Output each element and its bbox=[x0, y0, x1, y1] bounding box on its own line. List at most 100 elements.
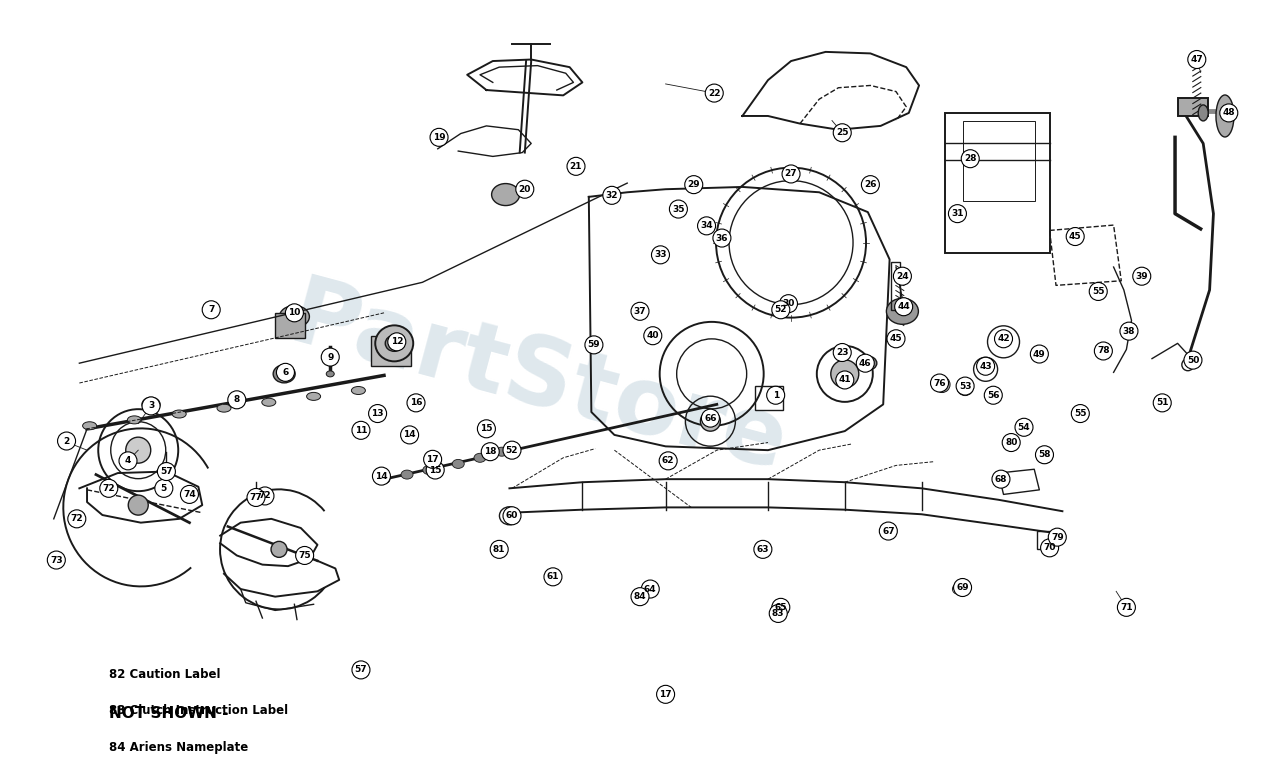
Text: 43: 43 bbox=[979, 362, 992, 371]
Text: 11: 11 bbox=[355, 426, 367, 435]
Text: 20: 20 bbox=[518, 185, 531, 194]
Text: 8: 8 bbox=[234, 395, 239, 404]
Circle shape bbox=[957, 380, 973, 395]
Ellipse shape bbox=[452, 459, 465, 468]
Circle shape bbox=[296, 546, 314, 565]
Circle shape bbox=[1153, 394, 1171, 412]
Ellipse shape bbox=[352, 387, 365, 394]
Circle shape bbox=[1094, 342, 1112, 360]
Circle shape bbox=[931, 374, 948, 392]
Text: 14: 14 bbox=[403, 430, 416, 439]
Text: 41: 41 bbox=[838, 375, 851, 385]
Circle shape bbox=[388, 333, 406, 351]
Text: 27: 27 bbox=[785, 169, 797, 179]
Text: 52: 52 bbox=[774, 305, 787, 314]
Circle shape bbox=[100, 479, 118, 497]
Circle shape bbox=[58, 432, 76, 450]
Bar bbox=[1178, 98, 1207, 116]
Ellipse shape bbox=[474, 453, 486, 462]
Circle shape bbox=[285, 304, 303, 322]
Circle shape bbox=[1119, 604, 1129, 614]
Text: 22: 22 bbox=[708, 89, 721, 98]
Text: 67: 67 bbox=[882, 526, 895, 536]
Circle shape bbox=[276, 363, 294, 382]
Circle shape bbox=[352, 421, 370, 439]
Bar bbox=[755, 386, 783, 410]
Circle shape bbox=[657, 685, 675, 703]
Circle shape bbox=[369, 404, 387, 423]
Text: 18: 18 bbox=[484, 447, 497, 456]
Circle shape bbox=[1188, 50, 1206, 69]
Circle shape bbox=[754, 540, 772, 559]
Text: 57: 57 bbox=[160, 467, 173, 476]
Circle shape bbox=[767, 386, 785, 404]
Text: 72: 72 bbox=[70, 514, 83, 523]
Circle shape bbox=[977, 357, 995, 375]
Text: 64: 64 bbox=[644, 584, 657, 594]
Circle shape bbox=[1071, 404, 1089, 423]
Circle shape bbox=[1066, 227, 1084, 246]
Circle shape bbox=[228, 391, 246, 409]
Circle shape bbox=[831, 360, 859, 388]
Text: 35: 35 bbox=[672, 204, 685, 214]
Text: 72: 72 bbox=[259, 491, 271, 501]
Circle shape bbox=[430, 128, 448, 146]
Text: 79: 79 bbox=[1051, 533, 1064, 542]
Text: 36: 36 bbox=[716, 233, 728, 243]
Text: 54: 54 bbox=[1018, 423, 1030, 432]
Text: 42: 42 bbox=[997, 334, 1010, 343]
Circle shape bbox=[1036, 446, 1053, 464]
Text: 15: 15 bbox=[480, 424, 493, 433]
Circle shape bbox=[1117, 598, 1135, 617]
Text: 83 Clutch Instruction Label: 83 Clutch Instruction Label bbox=[109, 704, 288, 717]
Ellipse shape bbox=[495, 447, 508, 456]
Ellipse shape bbox=[378, 475, 390, 484]
Circle shape bbox=[157, 462, 175, 481]
Circle shape bbox=[1002, 433, 1020, 452]
Circle shape bbox=[984, 386, 1002, 404]
Text: 58: 58 bbox=[1038, 450, 1051, 459]
Circle shape bbox=[603, 186, 621, 204]
Ellipse shape bbox=[307, 392, 320, 401]
Circle shape bbox=[954, 578, 972, 597]
Circle shape bbox=[503, 441, 521, 459]
Text: 75: 75 bbox=[298, 551, 311, 560]
Circle shape bbox=[128, 495, 148, 515]
Text: 17: 17 bbox=[426, 455, 439, 464]
Text: NOT SHOWN -: NOT SHOWN - bbox=[109, 706, 228, 721]
Circle shape bbox=[996, 475, 1006, 486]
Circle shape bbox=[1044, 542, 1055, 553]
Circle shape bbox=[352, 661, 370, 679]
Circle shape bbox=[659, 452, 677, 470]
Text: 38: 38 bbox=[1123, 327, 1135, 336]
Text: 28: 28 bbox=[964, 154, 977, 163]
Circle shape bbox=[713, 229, 731, 247]
Circle shape bbox=[424, 450, 442, 468]
Circle shape bbox=[1133, 267, 1151, 285]
Circle shape bbox=[202, 301, 220, 319]
Circle shape bbox=[142, 397, 160, 415]
Circle shape bbox=[477, 420, 495, 438]
Text: 37: 37 bbox=[634, 307, 646, 316]
Circle shape bbox=[836, 371, 854, 389]
Circle shape bbox=[701, 409, 719, 427]
Circle shape bbox=[1220, 104, 1238, 122]
Text: 77: 77 bbox=[250, 493, 262, 502]
Text: 84: 84 bbox=[634, 592, 646, 601]
Text: 81: 81 bbox=[493, 545, 506, 554]
Circle shape bbox=[544, 568, 562, 586]
Text: 3: 3 bbox=[148, 401, 154, 410]
Text: 51: 51 bbox=[1156, 398, 1169, 407]
Circle shape bbox=[585, 336, 603, 354]
Text: 13: 13 bbox=[371, 409, 384, 418]
Ellipse shape bbox=[492, 184, 520, 205]
Ellipse shape bbox=[1005, 438, 1018, 450]
Circle shape bbox=[271, 542, 287, 557]
Ellipse shape bbox=[859, 356, 877, 370]
Circle shape bbox=[567, 157, 585, 175]
Circle shape bbox=[1184, 351, 1202, 369]
Text: 39: 39 bbox=[1135, 272, 1148, 281]
Text: 44: 44 bbox=[897, 302, 910, 311]
Bar bbox=[1037, 531, 1057, 549]
Text: 63: 63 bbox=[756, 545, 769, 554]
